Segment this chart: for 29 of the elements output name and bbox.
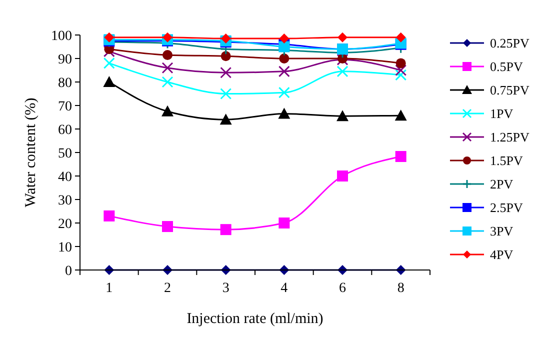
y-axis-title: Water content (%) [23, 98, 39, 208]
x-axis-title: Injection rate (ml/min) [186, 311, 324, 327]
y-tick-label: 80 [58, 76, 72, 91]
x-tick-label: 4 [280, 281, 288, 296]
legend-label: 1PV [490, 106, 514, 122]
legend-label: 0.5PV [490, 59, 524, 74]
legend-label: 0.25PV [490, 36, 530, 51]
x-tick-label: 2 [164, 281, 171, 296]
y-tick-label: 30 [58, 193, 72, 208]
legend-label: 2.5PV [490, 200, 524, 216]
legend-label: 1.5PV [490, 153, 524, 168]
y-tick-label: 50 [58, 146, 72, 162]
y-tick-label: 20 [58, 216, 72, 232]
y-tick-label: 90 [58, 52, 72, 68]
x-tick-label: 1 [106, 281, 113, 296]
y-tick-label: 60 [58, 122, 72, 138]
legend-label: 3PV [490, 224, 514, 239]
y-tick-label: 100 [51, 28, 72, 44]
legend-label: 1.25PV [490, 130, 530, 145]
y-tick-label: 0 [65, 264, 72, 279]
y-tick-label: 40 [58, 170, 72, 185]
y-tick-label: 10 [58, 240, 72, 256]
legend-label: 2PV [490, 176, 514, 192]
x-tick-label: 8 [397, 281, 404, 296]
legend-label: 4PV [490, 247, 514, 262]
x-tick-label: 3 [222, 281, 230, 296]
x-tick-label: 6 [339, 281, 346, 296]
y-tick-label: 70 [58, 99, 72, 114]
legend-label: 0.75PV [490, 82, 530, 98]
